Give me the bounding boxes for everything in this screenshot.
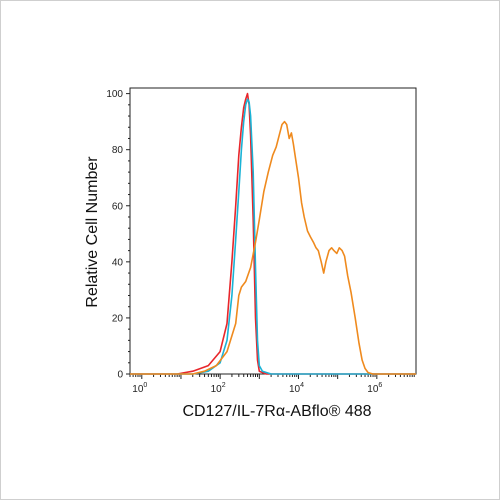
series-layer [130, 92, 416, 375]
y-tick-label: 60 [112, 201, 124, 212]
x-axis: 100 102 104 106 [129, 374, 415, 395]
x-axis-title: CD127/IL-7Rα-ABflo® 488 [182, 403, 371, 420]
x-tick-label: 106 [367, 382, 382, 395]
blue-histogram-line [130, 98, 416, 375]
y-tick-label: 100 [106, 89, 123, 100]
y-tick-label: 80 [112, 145, 124, 156]
y-tick-label: 40 [112, 257, 124, 268]
x-tick-label: 100 [132, 382, 147, 395]
y-axis-title: Relative Cell Number [84, 156, 101, 308]
y-tick-label: 0 [117, 370, 123, 381]
orange-histogram-line [130, 120, 416, 375]
x-tick-label: 102 [211, 382, 226, 395]
y-axis: 0 20 40 60 80 100 [106, 89, 130, 381]
x-tick-label: 104 [289, 382, 304, 395]
red-histogram-line [130, 92, 416, 375]
y-tick-label: 20 [112, 313, 124, 324]
plot-area [129, 87, 417, 375]
